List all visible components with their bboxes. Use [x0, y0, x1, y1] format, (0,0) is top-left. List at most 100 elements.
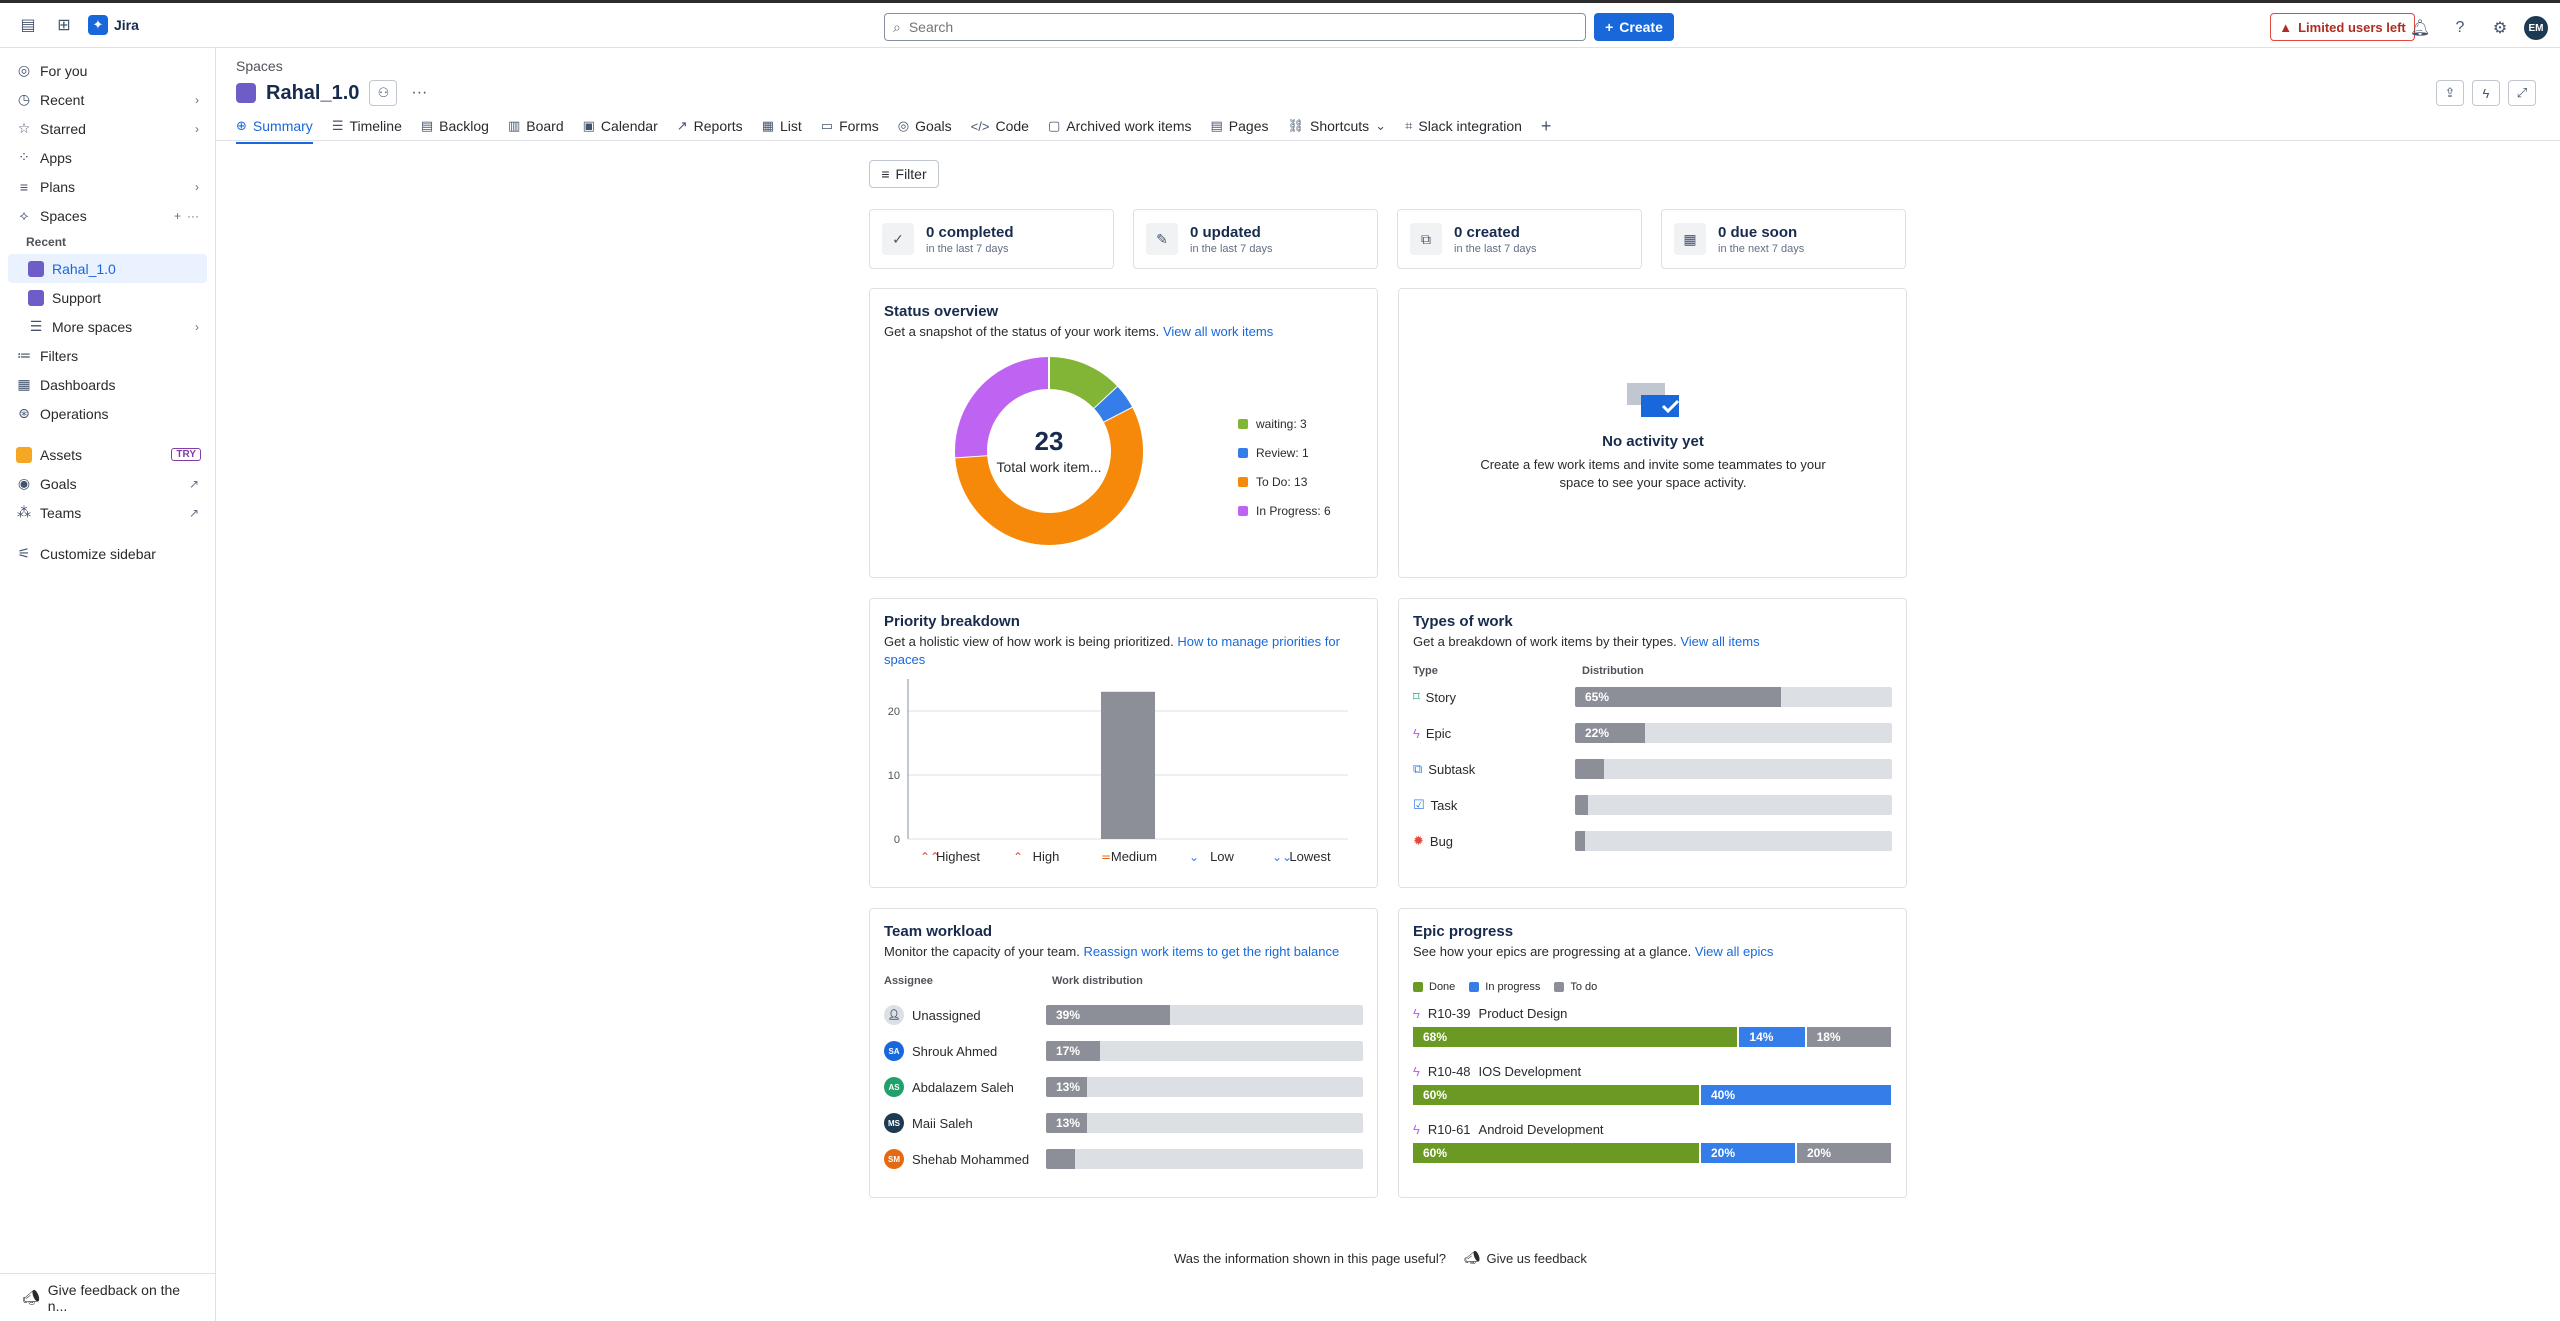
legend-item[interactable]: To Do: 13 [1238, 467, 1331, 496]
stat-completed[interactable]: ✓ 0 completed in the last 7 days [869, 209, 1114, 269]
donut-slice-1[interactable] [1093, 386, 1133, 423]
automation-icon[interactable]: ϟ [2472, 80, 2500, 106]
sidebar-item-dashboards[interactable]: ▦ Dashboards [8, 370, 207, 399]
sidebar-item-starred[interactable]: ☆ Starred › [8, 114, 207, 143]
tab-pages[interactable]: ▤ Pages [1211, 112, 1269, 140]
sidebar-space-rahal[interactable]: Rahal_1.0 [8, 254, 207, 283]
tab-shortcuts[interactable]: ⛓ Shortcuts ⌄ [1288, 112, 1387, 140]
epic-key[interactable]: R10-48 [1427, 1063, 1471, 1079]
donut-slice-0[interactable] [1048, 357, 1118, 410]
donut-slice-3[interactable] [955, 357, 1050, 458]
filter-button[interactable]: ≡ Filter [869, 160, 939, 188]
settings-gear-icon[interactable]: ⚙ [2492, 20, 2508, 37]
sidebar-space-support[interactable]: Support [8, 283, 207, 312]
tab-forms[interactable]: ▭ Forms [821, 112, 879, 140]
sidebar-feedback-button[interactable]: 📣︎ Give feedback on the n... [0, 1273, 216, 1321]
tab-code[interactable]: </> Code [971, 112, 1029, 140]
tab-board[interactable]: ▥ Board [508, 112, 564, 140]
workload-row[interactable]: AS Abdalazem Saleh 13% [884, 1075, 1364, 1099]
type-name: ⌑ Story [1413, 689, 1575, 705]
sidebar-more-spaces[interactable]: ☰ More spaces › [8, 312, 207, 341]
workload-row[interactable]: MS Maii Saleh 13% [884, 1111, 1364, 1135]
tab-reports[interactable]: ↗ Reports [677, 112, 743, 140]
jira-logo[interactable]: ✦ Jira [88, 15, 139, 35]
more-icon[interactable]: ··· [187, 208, 199, 223]
epic-row[interactable]: ϟ R10-61 Android Development 60% 20% 20% [1413, 1119, 1893, 1163]
type-label: Epic [1425, 725, 1452, 741]
team-icon[interactable]: ⚇ [369, 80, 398, 106]
assignee: SM Shehab Mohammed [884, 1149, 1046, 1169]
legend-item[interactable]: In Progress: 6 [1238, 496, 1331, 525]
sidebar-item-spaces[interactable]: ⟡ Spaces + ··· [8, 201, 207, 230]
notifications-icon[interactable]: 🔔︎ [2409, 20, 2431, 37]
sidebar-item-assets[interactable]: Assets TRY [8, 440, 207, 469]
stat-created[interactable]: ⧉ 0 created in the last 7 days [1397, 209, 1642, 269]
view-all-work-items-link[interactable]: View all work items [1162, 324, 1274, 339]
stat-due-soon[interactable]: ▦ 0 due soon in the next 7 days [1661, 209, 1906, 269]
app-switcher-icon[interactable]: ⊞ [57, 17, 71, 34]
create-button[interactable]: + Create [1594, 13, 1674, 41]
type-row[interactable]: ✹ Bug [1413, 829, 1893, 853]
sidebar-item-filters[interactable]: ≔ Filters [8, 341, 207, 370]
priority-icon: ⌄ [1189, 850, 1199, 864]
sidebar-item-apps[interactable]: ⁘ Apps [8, 143, 207, 172]
tab-slack[interactable]: ⌗ Slack integration [1405, 112, 1522, 140]
workload-row[interactable]: SM Shehab Mohammed [884, 1147, 1364, 1171]
add-tab-button[interactable]: + [1541, 112, 1552, 140]
reassign-link[interactable]: Reassign work items to get the right bal… [1083, 944, 1340, 959]
tab-archived[interactable]: ▢ Archived work items [1048, 112, 1192, 140]
sidebar-customize[interactable]: ⚟ Customize sidebar [8, 539, 207, 568]
distribution-fill [1575, 831, 1585, 851]
tab-label: Code [995, 118, 1029, 134]
epic-key[interactable]: R10-39 [1427, 1005, 1471, 1021]
type-row[interactable]: ϟ Epic 22% [1413, 721, 1893, 745]
fullscreen-icon[interactable]: ⤢ [2508, 80, 2536, 106]
epic-row[interactable]: ϟ R10-39 Product Design 68% 14% 18% [1413, 1003, 1893, 1047]
check-circle-icon: ✓ [882, 223, 914, 255]
tab-goals[interactable]: ◎ Goals [898, 112, 952, 140]
tab-calendar[interactable]: ▣ Calendar [583, 112, 658, 140]
epic-row[interactable]: ϟ R10-48 IOS Development 60% 40% [1413, 1061, 1893, 1105]
sidebar-item-operations[interactable]: ⊛ Operations [8, 399, 207, 428]
tab-timeline[interactable]: ☰ Timeline [332, 112, 402, 140]
sidebar-item-plans[interactable]: ≡ Plans › [8, 172, 207, 201]
user-avatar[interactable]: EM [2524, 16, 2548, 40]
help-icon[interactable]: ? [2455, 19, 2465, 36]
bar-medium[interactable] [1101, 691, 1155, 839]
avatar: SM [884, 1149, 904, 1169]
epic-key[interactable]: R10-61 [1427, 1121, 1471, 1137]
view-all-items-link[interactable]: View all items [1680, 634, 1760, 649]
share-icon[interactable]: ⇪ [2436, 80, 2464, 106]
card-description: Monitor the capacity of your team. [884, 944, 1080, 959]
limited-users-button[interactable]: ▲ Limited users left [2270, 13, 2415, 41]
type-row[interactable]: ☑ Task [1413, 793, 1893, 817]
sidebar-item-for-you[interactable]: ◎ For you [8, 56, 207, 85]
tab-list[interactable]: ▦ List [762, 112, 802, 140]
view-all-epics-link[interactable]: View all epics [1694, 944, 1774, 959]
tab-backlog[interactable]: ▤ Backlog [421, 112, 489, 140]
sidebar-item-goals[interactable]: ◉ Goals ↗ [8, 469, 207, 498]
sidebar-item-recent[interactable]: ◷ Recent › [8, 85, 207, 114]
tab-summary[interactable]: ⊕ Summary [236, 112, 313, 144]
stat-updated[interactable]: ✎ 0 updated in the last 7 days [1133, 209, 1378, 269]
sidebar-toggle-icon[interactable]: ▤ [20, 17, 36, 34]
search-input[interactable] [908, 19, 1549, 35]
add-space-icon[interactable]: + [173, 208, 181, 223]
manage-priorities-link[interactable]: How to manage priorities for spaces [884, 634, 1340, 667]
donut-slice-2[interactable] [955, 407, 1143, 545]
sidebar-item-label: Dashboards [40, 376, 116, 393]
more-actions-icon[interactable]: ··· [411, 84, 428, 101]
give-feedback-button[interactable]: 📣︎ Give us feedback [1464, 1250, 1587, 1266]
workload-row[interactable]: SA Shrouk Ahmed 17% [884, 1039, 1364, 1063]
breadcrumb[interactable]: Spaces [236, 58, 283, 74]
give-feedback-label: Give us feedback [1486, 1250, 1587, 1266]
epic-progress-bar: 60% 40% [1413, 1085, 1893, 1105]
type-row[interactable]: ⌑ Story 65% [1413, 685, 1893, 709]
sidebar-item-teams[interactable]: ⁂ Teams ↗ [8, 498, 207, 527]
legend-item[interactable]: Review: 1 [1238, 438, 1331, 467]
card-title: Status overview [884, 303, 999, 320]
workload-row[interactable]: 👤︎ Unassigned 39% [884, 1003, 1364, 1027]
search-box[interactable]: ⌕ [884, 13, 1586, 41]
type-row[interactable]: ⧉ Subtask [1413, 757, 1893, 781]
legend-item[interactable]: waiting: 3 [1238, 409, 1331, 438]
